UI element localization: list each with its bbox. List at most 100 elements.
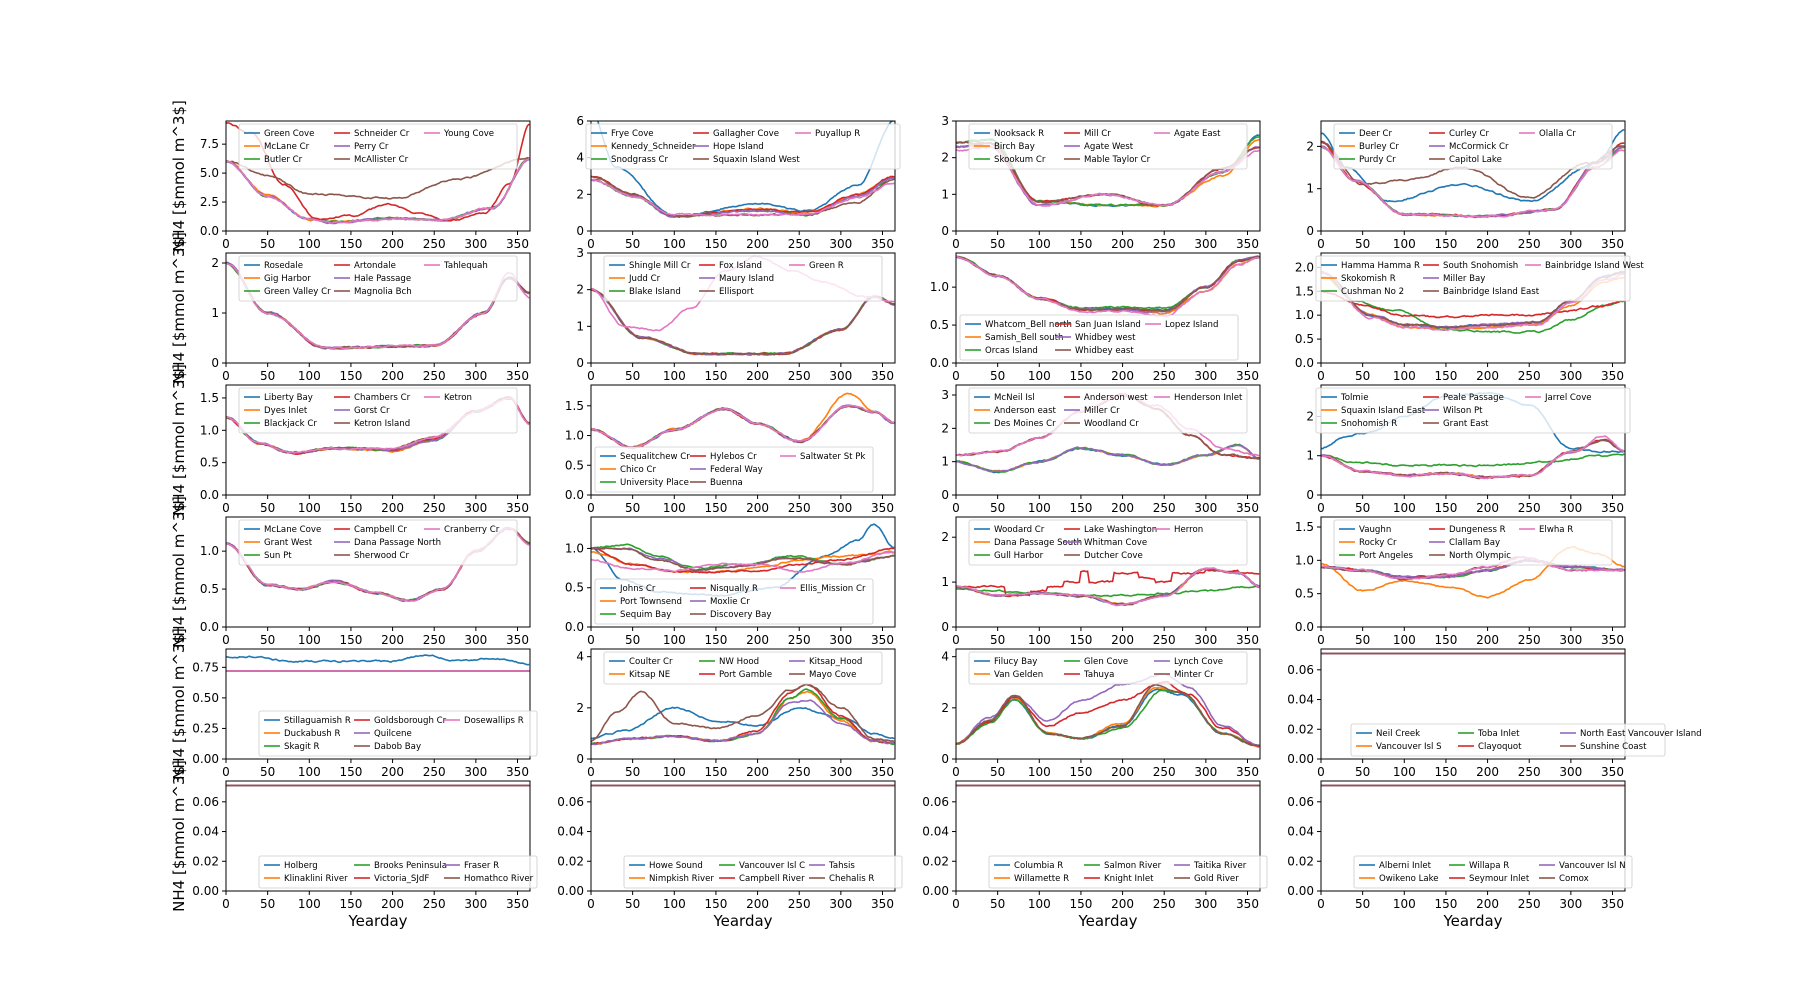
x-tick-label: 300 <box>1194 237 1217 251</box>
x-tick-label: 100 <box>1028 897 1051 911</box>
x-tick-label: 200 <box>1111 237 1134 251</box>
x-tick-label: 200 <box>746 237 769 251</box>
y-axis-label: NH4 [$mmol m^3$] <box>170 364 188 516</box>
legend: Deer Cr Burley Cr Purdy Cr Curley Cr McCormi… <box>1333 123 1613 170</box>
y-tick-label: 0.00 <box>557 884 584 898</box>
legend-label: Green Cove <box>264 129 314 139</box>
series-group <box>226 261 530 350</box>
x-tick-label: 250 <box>1518 633 1541 647</box>
y-tick-label: 0.04 <box>192 825 219 839</box>
x-tick-label: 350 <box>871 765 894 779</box>
x-tick-label: 150 <box>339 501 362 515</box>
x-tick-label: 50 <box>990 633 1005 647</box>
series-line <box>591 178 895 217</box>
legend-label: Seymour Inlet <box>1469 874 1530 884</box>
x-tick-label: 350 <box>1601 369 1624 383</box>
y-tick-label: 2.0 <box>1295 260 1314 274</box>
legend: Whatcom_Bell north Samish_Bell south Orcas… <box>959 314 1239 361</box>
x-tick-label: 200 <box>381 633 404 647</box>
series-line <box>591 683 895 746</box>
legend-label: Perry Cr <box>354 142 389 152</box>
series-line <box>226 262 530 350</box>
x-tick-label: 350 <box>1601 765 1624 779</box>
x-tick-label: 100 <box>298 633 321 647</box>
y-tick-label: 1.5 <box>565 399 584 413</box>
legend-label: Hale Passage <box>354 274 411 284</box>
y-tick-label: 0.0 <box>200 224 219 238</box>
y-tick-label: 0.00 <box>922 884 949 898</box>
legend-label: Ellisport <box>719 287 754 297</box>
x-tick-label: 0 <box>1317 501 1325 515</box>
legend-label: Salmon River <box>1104 861 1162 871</box>
y-tick-label: 0 <box>941 752 949 766</box>
x-tick-label: 350 <box>1236 369 1259 383</box>
series-line <box>956 680 1260 748</box>
legend-label: Miller Bay <box>1443 274 1485 284</box>
x-tick-label: 350 <box>871 897 894 911</box>
y-tick-label: 0.06 <box>1287 663 1314 677</box>
x-tick-label: 50 <box>1355 633 1370 647</box>
legend: Shingle Mill Cr Judd Cr Blake Island Fox Is… <box>603 255 883 302</box>
x-tick-label: 0 <box>587 765 595 779</box>
x-tick-label: 0 <box>1317 369 1325 383</box>
subplot-r2-c0: 0 50 100 150 200 250 300 350 0.0 0.5 1.0 1.5 Liberty… <box>170 364 531 516</box>
legend-label: Knight Inlet <box>1104 874 1154 884</box>
x-tick-label: 0 <box>587 369 595 383</box>
legend-box <box>603 651 883 685</box>
x-tick-label: 250 <box>1153 633 1176 647</box>
legend-label: Campbell River <box>739 874 805 884</box>
legend-label: Lake Washington <box>1084 525 1157 535</box>
legend-label: Bainbridge Island East <box>1443 287 1540 297</box>
legend: Columbia R Willamette R Salmon River Knight… <box>988 855 1268 889</box>
legend-label: Comox <box>1559 874 1589 884</box>
legend-label: Glen Cove <box>1084 657 1128 667</box>
y-tick-label: 4 <box>941 650 949 664</box>
x-tick-label: 300 <box>464 633 487 647</box>
series-line <box>591 404 895 449</box>
x-tick-label: 50 <box>260 369 275 383</box>
legend-label: Samish_Bell south <box>985 333 1063 343</box>
legend-label: Sequalitchew Cr <box>620 452 690 462</box>
axes-frame <box>225 120 531 232</box>
y-axis-label: NH4 [$mmol m^3$] <box>170 760 188 912</box>
series-line <box>956 255 1260 313</box>
legend-label: Federal Way <box>710 465 763 475</box>
y-tick-label: 2.5 <box>200 195 219 209</box>
x-tick-label: 100 <box>663 501 686 515</box>
axes-frame <box>1320 516 1626 628</box>
x-tick-label: 150 <box>339 897 362 911</box>
legend-label: Squaxin Island West <box>713 155 800 165</box>
y-tick-label: 7.5 <box>200 137 219 151</box>
y-tick-label: 1.0 <box>200 423 219 437</box>
legend-label: Snohomish R <box>1341 419 1397 429</box>
x-tick-label: 100 <box>1028 633 1051 647</box>
legend-label: Taitika River <box>1193 861 1247 871</box>
x-tick-label: 150 <box>1434 237 1457 251</box>
x-tick-label: 50 <box>1355 369 1370 383</box>
axes-frame <box>955 252 1261 364</box>
x-tick-label: 200 <box>746 369 769 383</box>
x-tick-label: 100 <box>1028 765 1051 779</box>
x-tick-label: 150 <box>1069 633 1092 647</box>
x-tick-label: 150 <box>1069 897 1092 911</box>
series-line <box>591 404 895 449</box>
axes-frame <box>225 648 531 760</box>
y-tick-label: 2 <box>211 256 219 270</box>
y-tick-label: 0.25 <box>192 721 219 735</box>
series-line <box>226 158 530 225</box>
x-tick-label: 300 <box>1194 369 1217 383</box>
legend: Howe Sound Nimpkish River Vancouver Isl C C… <box>623 855 903 889</box>
x-tick-label: 300 <box>464 897 487 911</box>
x-tick-label: 300 <box>464 237 487 251</box>
x-tick-label: 100 <box>298 501 321 515</box>
y-tick-label: 0.5 <box>930 318 949 332</box>
x-tick-label: 50 <box>990 369 1005 383</box>
legend-box <box>968 387 1248 434</box>
x-tick-label: 100 <box>663 765 686 779</box>
legend-label: Tahuya <box>1083 670 1114 680</box>
axes-frame <box>590 252 896 364</box>
legend-label: Rosedale <box>264 261 303 271</box>
legend-label: McNeil Isl <box>994 393 1035 403</box>
subplot-r4-c1: 0 50 100 150 200 250 300 350 0 2 4 Coulter Cr Kitsap… <box>576 648 896 779</box>
y-tick-label: 2 <box>941 421 949 435</box>
